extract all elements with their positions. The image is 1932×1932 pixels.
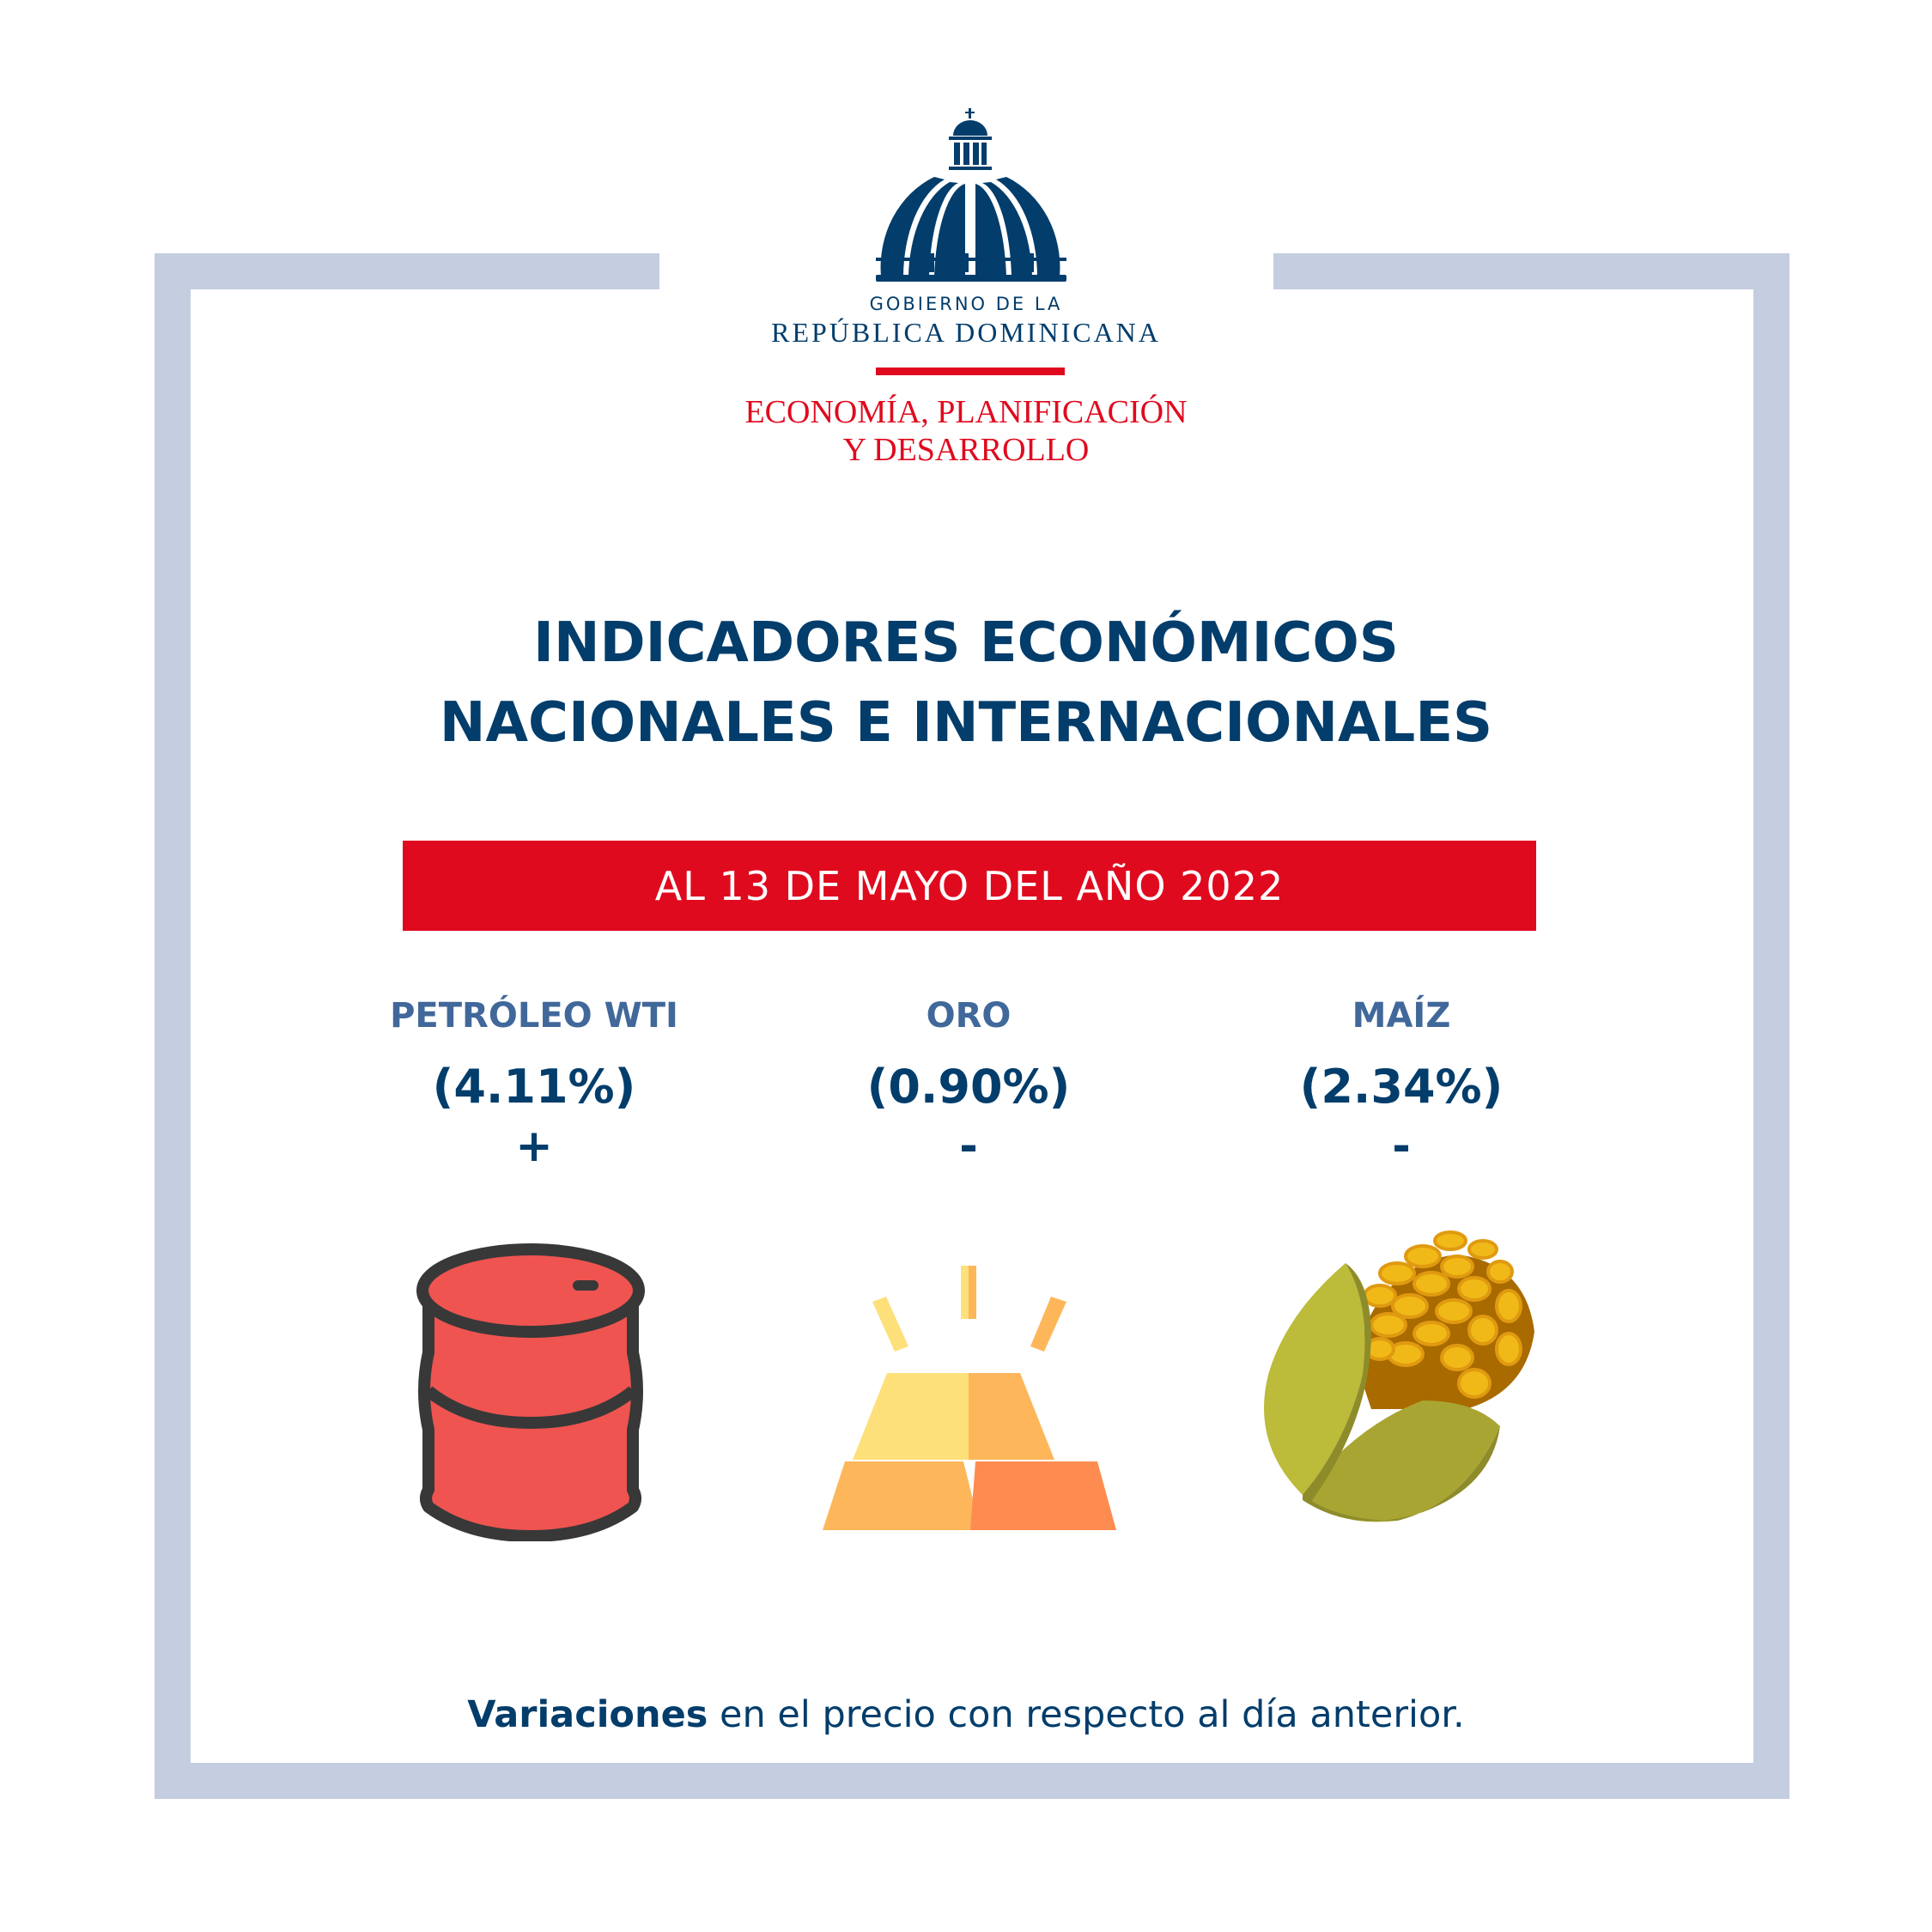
- gold-bars-icon: [823, 1266, 1116, 1530]
- logo-gobierno-text: GOBIERNO DE LA: [869, 294, 1063, 314]
- frame-top-left: [155, 253, 659, 289]
- indicator-sign: +: [515, 1121, 553, 1172]
- frame-right: [1753, 253, 1789, 1799]
- indicator-value: (4.11%): [432, 1060, 636, 1114]
- frame-top-right: [1273, 253, 1789, 289]
- footer-bold: Variaciones: [467, 1693, 708, 1736]
- corn-icon: [1264, 1230, 1534, 1522]
- logo-republica-text: REPÚBLICA DOMINICANA: [771, 317, 1161, 348]
- page-title-line2: NACIONALES E INTERNACIONALES: [439, 691, 1493, 755]
- indicator-label: MAÍZ: [1352, 996, 1451, 1036]
- footer-note: Variaciones en el precio con respecto al…: [0, 1693, 1932, 1736]
- dome-logo-icon: [880, 108, 1060, 276]
- indicator-oro: ORO (0.90%) -: [754, 996, 1183, 1172]
- indicator-sign: -: [1392, 1121, 1411, 1172]
- dome-base-icon: [876, 253, 1066, 282]
- ministry-line1: ECONOMÍA, PLANIFICACIÓN: [744, 394, 1188, 430]
- indicator-value: (0.90%): [866, 1060, 1071, 1114]
- ministry-line2: Y DESARROLLO: [842, 432, 1090, 468]
- indicator-label: PETRÓLEO WTI: [390, 996, 678, 1036]
- oil-barrel-icon: [416, 1243, 645, 1541]
- frame-left: [155, 253, 191, 1799]
- frame-bottom: [155, 1763, 1789, 1799]
- indicator-value: (2.34%): [1299, 1060, 1504, 1114]
- footer-rest: en el precio con respecto al día anterio…: [708, 1693, 1465, 1736]
- date-banner: AL 13 DE MAYO DEL AÑO 2022: [403, 841, 1536, 931]
- page-title-line1: INDICADORES ECONÓMICOS: [533, 611, 1399, 675]
- indicator-label: ORO: [926, 996, 1012, 1036]
- indicator-maiz: MAÍZ (2.34%) -: [1187, 996, 1616, 1172]
- indicator-petroleo: PETRÓLEO WTI (4.11%) +: [319, 996, 749, 1172]
- indicator-sign: -: [959, 1121, 978, 1172]
- logo-red-line: [876, 368, 1065, 375]
